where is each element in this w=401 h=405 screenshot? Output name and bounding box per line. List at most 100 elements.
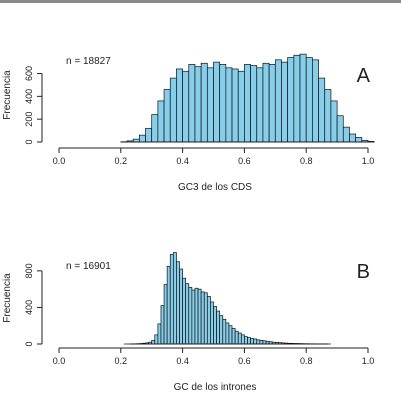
histogram-bar bbox=[200, 62, 208, 143]
x-tick-label: 1.0 bbox=[362, 156, 375, 166]
y-tick-label: 400 bbox=[24, 300, 34, 315]
histogram-bar bbox=[194, 66, 202, 143]
histogram-bar bbox=[250, 338, 255, 345]
histogram-bar bbox=[145, 127, 153, 143]
top-border-line bbox=[0, 0, 401, 3]
histogram-bar bbox=[250, 65, 258, 143]
histogram-bar bbox=[268, 64, 276, 143]
histogram-bar bbox=[160, 305, 165, 345]
histogram-bar bbox=[225, 67, 233, 143]
histogram-bar bbox=[287, 57, 295, 143]
histogram-bar bbox=[138, 134, 146, 143]
panel-b-letter: B bbox=[357, 261, 370, 283]
y-tick-label: 200 bbox=[24, 112, 34, 127]
histogram-bar bbox=[213, 306, 217, 345]
x-tick-label: 0.6 bbox=[238, 156, 251, 166]
histogram-bar bbox=[240, 334, 245, 345]
panel-b-ylabel: Frecuencia bbox=[2, 273, 13, 323]
x-tick-label: 0.8 bbox=[300, 156, 313, 166]
histogram-bar bbox=[305, 57, 313, 143]
x-tick-label: 0.6 bbox=[238, 356, 251, 366]
histogram-bar bbox=[176, 68, 183, 143]
panel-a-annotation: n = 18827 bbox=[66, 56, 111, 67]
histogram-bar bbox=[219, 315, 224, 345]
histogram-bar bbox=[349, 133, 356, 143]
x-tick-label: 0.8 bbox=[300, 356, 313, 366]
panel-a-letter: A bbox=[357, 65, 371, 87]
histogram-bar bbox=[259, 339, 264, 345]
histogram-bar bbox=[151, 339, 156, 345]
histogram-bar bbox=[262, 340, 267, 345]
histogram-bar bbox=[182, 277, 187, 345]
histogram-bar bbox=[213, 61, 221, 143]
histogram-bar bbox=[194, 287, 199, 345]
histogram-bar bbox=[237, 332, 242, 345]
histogram-bar bbox=[312, 59, 319, 143]
histogram-bar bbox=[210, 301, 214, 345]
histogram-bar bbox=[324, 89, 332, 143]
histogram-bar bbox=[206, 296, 211, 345]
histogram-bar bbox=[200, 291, 205, 345]
histogram-bar bbox=[154, 334, 159, 345]
panel-a-bars bbox=[120, 53, 375, 143]
histogram-bar bbox=[185, 283, 190, 345]
x-tick-label: 0.4 bbox=[176, 156, 189, 166]
histogram-bar bbox=[203, 292, 208, 345]
histogram-bar bbox=[330, 100, 338, 143]
histogram-bar bbox=[231, 328, 236, 345]
panel-b-xlabel: GC de los intrones bbox=[174, 382, 257, 393]
histogram-bar bbox=[237, 70, 245, 143]
histogram-bar bbox=[172, 252, 177, 345]
histogram-bar bbox=[216, 310, 221, 345]
histogram-bar bbox=[182, 70, 190, 143]
histogram-bar bbox=[253, 338, 258, 345]
y-tick-label: 800 bbox=[24, 263, 34, 278]
histogram-bar bbox=[244, 64, 251, 143]
histogram-bar bbox=[225, 322, 230, 345]
histogram-bar bbox=[157, 100, 165, 143]
histogram-bar bbox=[179, 268, 183, 345]
histogram-bar bbox=[231, 68, 239, 143]
histogram-bar bbox=[336, 115, 344, 143]
y-tick-label: 0 bbox=[24, 139, 34, 144]
x-tick-label: 0.2 bbox=[115, 156, 128, 166]
histogram-bar bbox=[188, 286, 193, 345]
histogram-bar bbox=[256, 339, 261, 345]
histogram-bar bbox=[132, 138, 140, 143]
histogram-bar bbox=[222, 318, 227, 345]
x-tick-label: 1.0 bbox=[362, 356, 375, 366]
histogram-bar bbox=[274, 59, 282, 143]
panel-a-axes: 0.0 0.2 0.4 0.6 0.8 1.0 0 200 400 600 bbox=[24, 66, 374, 166]
histogram-bar bbox=[206, 67, 214, 143]
histogram-bar bbox=[197, 288, 202, 345]
panel-b-axes: 0.0 0.2 0.4 0.6 0.8 1.0 0 400 800 bbox=[24, 263, 374, 366]
histogram-bar bbox=[262, 62, 270, 143]
histogram-bar bbox=[256, 67, 264, 143]
panel-a: A n = 18827 GC3 de los CDS Frecuencia 0.… bbox=[2, 53, 375, 193]
histogram-bar bbox=[157, 323, 162, 345]
x-tick-label: 0.0 bbox=[53, 156, 66, 166]
histogram-bar bbox=[188, 64, 196, 143]
panel-b-annotation: n = 16901 bbox=[66, 261, 111, 272]
x-tick-label: 0.4 bbox=[176, 356, 189, 366]
histogram-bar bbox=[342, 126, 350, 143]
histogram-bar bbox=[228, 325, 233, 345]
histogram-bar bbox=[299, 53, 307, 143]
panel-a-xlabel: GC3 de los CDS bbox=[178, 182, 252, 193]
histogram-bar bbox=[151, 114, 159, 143]
histogram-bar bbox=[219, 64, 227, 143]
histogram-bar bbox=[166, 265, 171, 345]
histogram-bar bbox=[234, 330, 239, 345]
histogram-bar bbox=[191, 289, 196, 345]
histogram-bar bbox=[355, 137, 363, 143]
panel-b: B n = 16901 GC de los intrones Frecuenci… bbox=[2, 252, 374, 393]
histogram-bar bbox=[244, 336, 248, 345]
histogram-bar bbox=[281, 61, 289, 143]
y-tick-label: 0 bbox=[24, 341, 34, 346]
histogram-bar bbox=[176, 261, 180, 345]
histogram-bar bbox=[265, 340, 270, 345]
histogram-bar bbox=[318, 77, 326, 143]
x-tick-label: 0.0 bbox=[53, 356, 66, 366]
histogram-bar bbox=[169, 77, 177, 143]
